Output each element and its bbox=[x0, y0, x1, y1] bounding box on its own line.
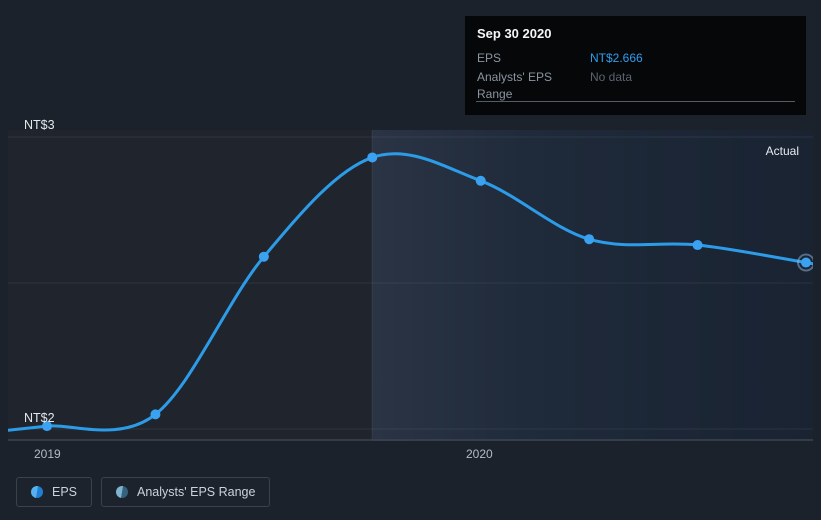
y-axis-label-top: NT$3 bbox=[24, 118, 55, 132]
legend-analysts-range-label: Analysts' EPS Range bbox=[137, 485, 256, 499]
tooltip-eps-label: EPS bbox=[477, 51, 502, 65]
chart-legend: EPS Analysts' EPS Range bbox=[16, 477, 271, 507]
tooltip-eps-value: NT$2.666 bbox=[590, 51, 643, 65]
chart-tooltip: Sep 30 2020 EPS NT$2.666 Analysts' EPS R… bbox=[465, 16, 806, 115]
tooltip-range-label: Analysts' EPS Range bbox=[477, 70, 552, 101]
y-axis-label-bottom: NT$2 bbox=[24, 411, 55, 425]
eps-line-chart[interactable] bbox=[8, 130, 813, 441]
eps-data-point[interactable] bbox=[42, 421, 52, 432]
legend-eps-label: EPS bbox=[52, 485, 78, 499]
legend-eps-chip[interactable]: EPS bbox=[16, 477, 93, 507]
actual-highlight-region bbox=[372, 130, 813, 441]
eps-data-point[interactable] bbox=[692, 240, 703, 251]
eps-data-point[interactable] bbox=[150, 409, 161, 420]
eps-data-point[interactable] bbox=[801, 257, 811, 268]
tooltip-divider bbox=[476, 101, 795, 102]
eps-data-point[interactable] bbox=[475, 175, 486, 186]
tooltip-row-eps: EPS NT$2.666 bbox=[477, 50, 794, 67]
past-region bbox=[8, 130, 372, 441]
eps-data-point[interactable] bbox=[258, 251, 269, 262]
x-tick-2020: 2020 bbox=[466, 447, 493, 461]
eps-legend-dot-icon bbox=[31, 486, 43, 498]
eps-data-point[interactable] bbox=[367, 152, 378, 163]
x-tick-2019: 2019 bbox=[34, 447, 61, 461]
tooltip-range-value: No data bbox=[590, 70, 633, 84]
eps-line bbox=[8, 152, 813, 432]
legend-analysts-range-chip[interactable]: Analysts' EPS Range bbox=[101, 477, 271, 507]
analysts-range-legend-dot-icon bbox=[116, 486, 129, 498]
tooltip-date: Sep 30 2020 bbox=[477, 26, 552, 41]
tooltip-row-range: Analysts' EPS Range No data bbox=[477, 69, 794, 103]
eps-data-point[interactable] bbox=[584, 234, 595, 245]
actual-region-label: Actual bbox=[765, 144, 799, 158]
eps-points bbox=[42, 152, 813, 432]
chart-plot[interactable]: Actual bbox=[8, 130, 813, 441]
hover-ring bbox=[797, 253, 813, 272]
